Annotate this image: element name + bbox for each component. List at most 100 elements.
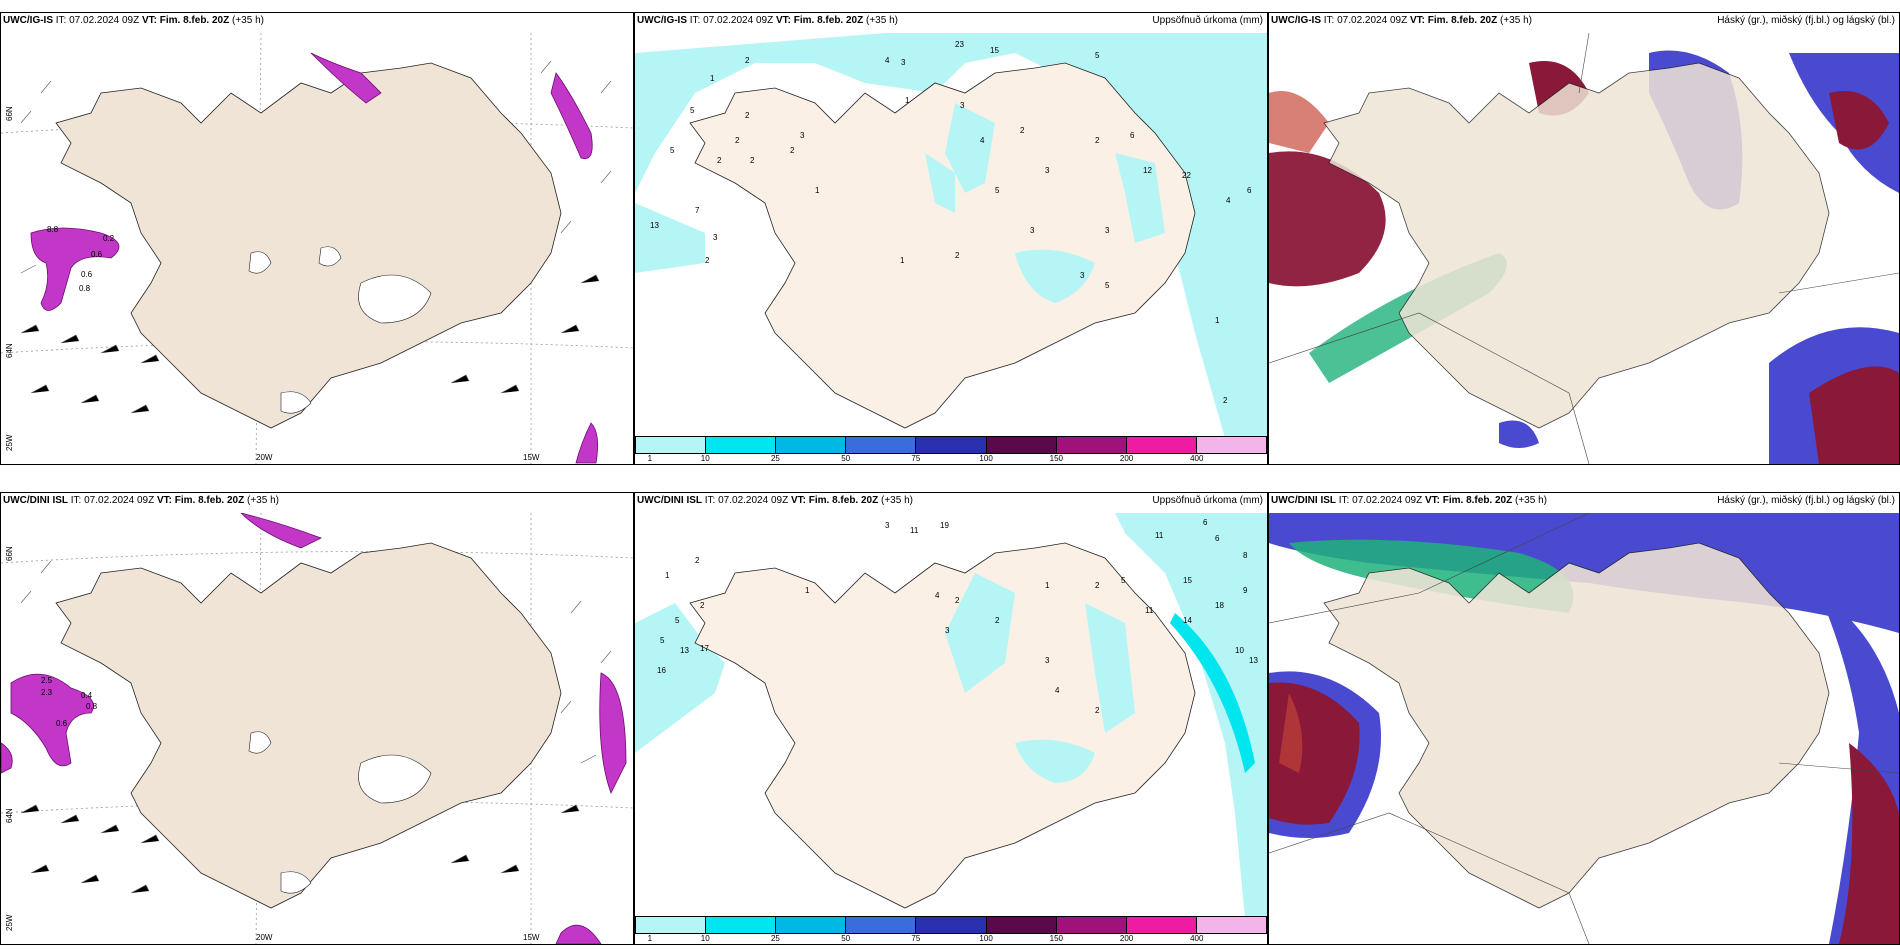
lat-label-64n: 64N <box>5 343 14 358</box>
svg-text:2: 2 <box>735 136 740 145</box>
colorbar-swatch <box>986 917 1057 933</box>
svg-text:9: 9 <box>1243 586 1248 595</box>
colorbar-swatch <box>916 437 987 453</box>
svg-text:2: 2 <box>695 556 700 565</box>
svg-text:13: 13 <box>1249 656 1258 665</box>
svg-text:3: 3 <box>945 626 950 635</box>
colorbar-swatch <box>636 437 707 453</box>
colorbar-tick: 100 <box>979 454 993 463</box>
iceland-land <box>689 62 1196 429</box>
lon-label-15w: 15W <box>523 453 540 462</box>
svg-text:3: 3 <box>1080 271 1085 280</box>
svg-text:1: 1 <box>805 586 810 595</box>
colorbar-tick: 10 <box>700 454 710 463</box>
iceland-land <box>1323 542 1830 909</box>
wind-label: 0.2 <box>103 234 115 243</box>
wind-barbs <box>20 60 612 414</box>
panel-variable-label: Háský (gr.), miðský (fj.bl.) og lágský (… <box>1717 15 1895 26</box>
colorbar-swatch <box>706 437 777 453</box>
svg-text:2.3: 2.3 <box>41 688 53 697</box>
svg-text:1: 1 <box>710 74 715 83</box>
svg-text:4: 4 <box>1226 196 1231 205</box>
svg-text:2: 2 <box>1020 126 1025 135</box>
colorbar-swatch <box>846 437 917 453</box>
panel-precip-top: UWC/IG-IS IT: 07.02.2024 09Z VT: Fim. 8.… <box>634 12 1268 465</box>
svg-text:3: 3 <box>1045 166 1050 175</box>
svg-text:13: 13 <box>650 221 659 230</box>
panel-variable-label: Háský (gr.), miðský (fj.bl.) og lágský (… <box>1717 495 1895 506</box>
colorbar-swatch <box>846 917 917 933</box>
iceland-land <box>689 542 1196 909</box>
svg-text:2: 2 <box>1095 706 1100 715</box>
precip-map: 2 4 3 23 15 1 5 2 5 2 2 2 3 2 7 13 3 2 1… <box>635 33 1267 438</box>
colorbar-tick: 50 <box>841 454 851 463</box>
svg-text:1: 1 <box>665 571 670 580</box>
colorbar-swatch <box>1126 917 1197 933</box>
colorbar-swatch <box>916 917 987 933</box>
lat-label-66n: 66N <box>5 546 14 561</box>
svg-text:10: 10 <box>1235 646 1244 655</box>
svg-text:23: 23 <box>955 40 964 49</box>
svg-text:3: 3 <box>1030 226 1035 235</box>
panel-title: UWC/DINI ISL IT: 07.02.2024 09Z VT: Fim.… <box>3 495 279 506</box>
svg-text:5: 5 <box>675 616 680 625</box>
colorbar-tick: 400 <box>1190 454 1204 463</box>
colorbar-swatch <box>1196 917 1266 933</box>
svg-text:2: 2 <box>717 156 722 165</box>
colorbar-swatch <box>1056 917 1127 933</box>
precip-map: 3 11 19 2 1 2 5 5 13 17 16 1 4 2 3 2 1 2… <box>635 513 1267 918</box>
colorbar-tick: 25 <box>770 454 780 463</box>
panel-title: UWC/DINI ISL IT: 07.02.2024 09Z VT: Fim.… <box>1271 495 1547 506</box>
lon-label-20w: 20W <box>256 933 273 942</box>
panel-title: UWC/DINI ISL IT: 07.02.2024 09Z VT: Fim.… <box>637 495 913 506</box>
svg-text:8: 8 <box>1243 551 1248 560</box>
panel-title: UWC/IG-IS IT: 07.02.2024 09Z VT: Fim. 8.… <box>637 15 898 26</box>
precip-colorbar: 1 10 25 50 75 100 150 200 400 <box>635 436 1267 463</box>
svg-text:2: 2 <box>1095 136 1100 145</box>
svg-text:4: 4 <box>885 56 890 65</box>
wind-purple <box>1 513 627 944</box>
panel-clouds-bottom: UWC/DINI ISL IT: 07.02.2024 09Z VT: Fim.… <box>1268 492 1900 945</box>
svg-text:0.6: 0.6 <box>56 719 68 728</box>
colorbar-swatch <box>776 917 847 933</box>
colorbar-swatch <box>1056 437 1127 453</box>
svg-text:3: 3 <box>885 521 890 530</box>
svg-text:4: 4 <box>980 136 985 145</box>
colorbar-tick: 1 <box>647 934 653 943</box>
panel-variable-label: Uppsöfnuð úrkoma (mm) <box>1152 495 1263 506</box>
iceland-land <box>55 62 562 429</box>
svg-text:3: 3 <box>901 58 906 67</box>
svg-text:6: 6 <box>1247 186 1252 195</box>
sea-precip <box>635 513 1267 918</box>
sea-precip <box>635 33 1267 438</box>
precip-areas <box>925 103 1165 303</box>
colorbar-tick: 75 <box>911 454 921 463</box>
colorbar-tick: 50 <box>841 934 851 943</box>
svg-text:1: 1 <box>815 186 820 195</box>
colorbar-tick: 400 <box>1190 934 1204 943</box>
svg-text:1: 1 <box>905 96 910 105</box>
svg-text:16: 16 <box>657 666 666 675</box>
svg-text:22: 22 <box>1182 171 1191 180</box>
colorbar-tick: 1 <box>647 454 653 463</box>
svg-text:2.5: 2.5 <box>41 676 53 685</box>
iceland-land <box>55 542 562 909</box>
svg-text:3: 3 <box>1105 226 1110 235</box>
svg-text:12: 12 <box>1143 166 1152 175</box>
colorbar-swatch <box>776 437 847 453</box>
svg-text:2: 2 <box>750 156 755 165</box>
colorbar-swatch <box>1196 437 1266 453</box>
colorbar-tick: 200 <box>1119 934 1134 943</box>
panel-title: UWC/IG-IS IT: 07.02.2024 09Z VT: Fim. 8.… <box>1271 15 1532 26</box>
svg-text:13: 13 <box>680 646 689 655</box>
svg-text:2: 2 <box>745 56 750 65</box>
svg-text:11: 11 <box>910 526 919 535</box>
svg-text:2: 2 <box>955 596 960 605</box>
svg-text:19: 19 <box>940 521 949 530</box>
wind-label: 0.6 <box>91 250 103 259</box>
svg-text:2: 2 <box>700 601 705 610</box>
clouds-map <box>1269 513 1899 944</box>
panel-precip-bottom: UWC/DINI ISL IT: 07.02.2024 09Z VT: Fim.… <box>634 492 1268 945</box>
colorbar-swatch <box>1126 437 1197 453</box>
svg-text:7: 7 <box>695 206 700 215</box>
